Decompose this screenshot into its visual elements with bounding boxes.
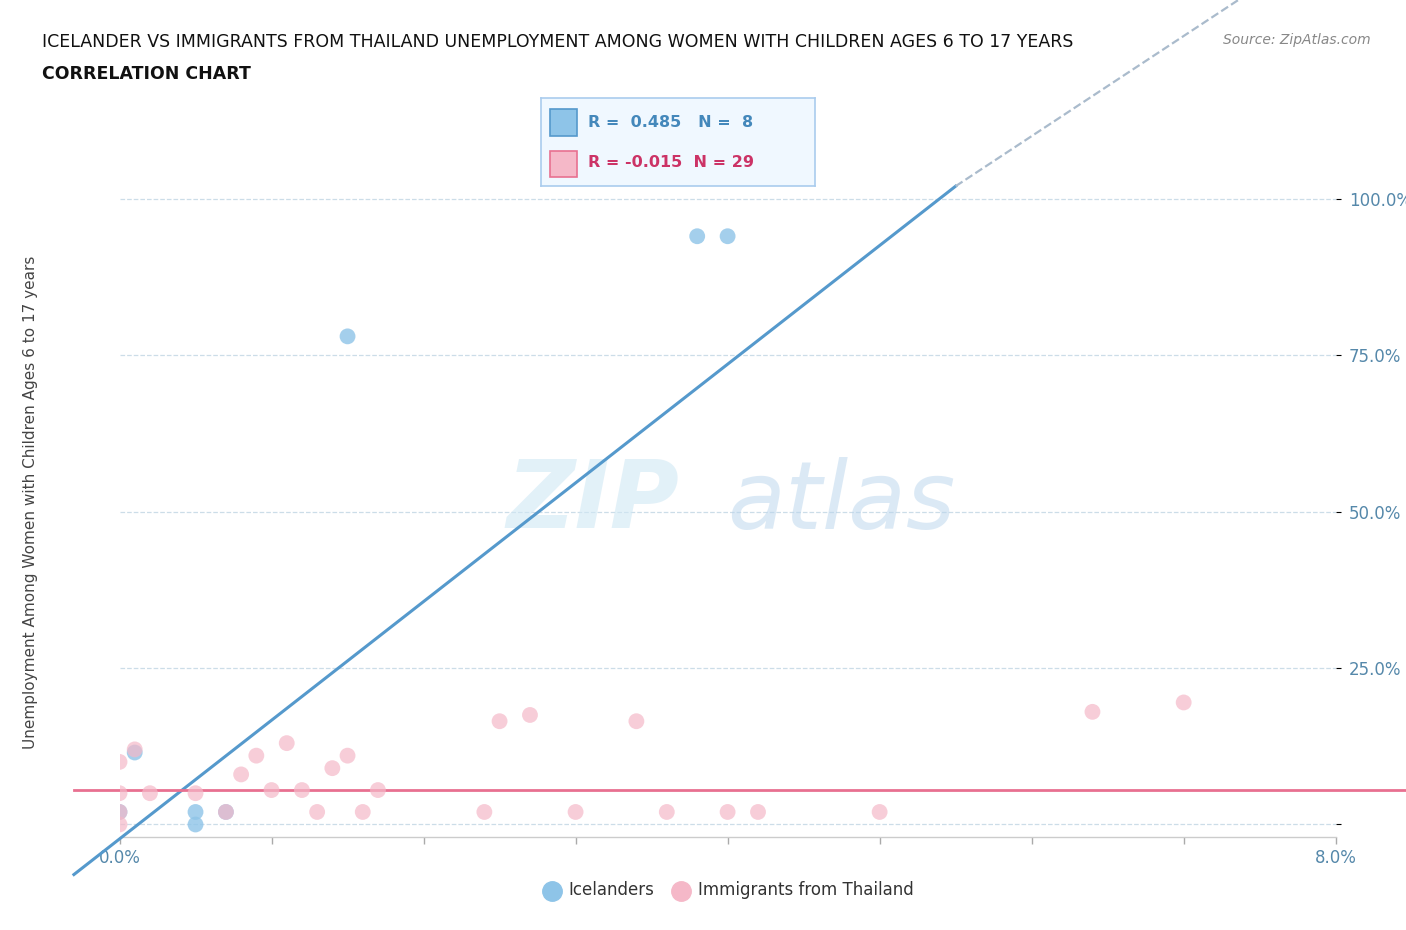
Text: CORRELATION CHART: CORRELATION CHART xyxy=(42,65,252,83)
Legend: Icelanders, Immigrants from Thailand: Icelanders, Immigrants from Thailand xyxy=(536,874,920,906)
Point xyxy=(260,783,283,798)
Text: Unemployment Among Women with Children Ages 6 to 17 years: Unemployment Among Women with Children A… xyxy=(24,256,38,749)
Point xyxy=(367,783,389,798)
Point xyxy=(488,714,510,729)
Point xyxy=(1173,695,1195,710)
Point xyxy=(231,767,253,782)
Point xyxy=(215,804,238,819)
Point xyxy=(291,783,314,798)
Point xyxy=(108,804,131,819)
Point xyxy=(717,804,740,819)
Text: ZIP: ZIP xyxy=(506,457,679,548)
FancyBboxPatch shape xyxy=(550,151,576,177)
Point xyxy=(655,804,678,819)
Point xyxy=(215,804,238,819)
Point xyxy=(626,714,648,729)
Point xyxy=(472,804,496,819)
Point xyxy=(108,754,131,769)
FancyBboxPatch shape xyxy=(550,109,576,136)
Point xyxy=(336,329,359,344)
Point xyxy=(519,708,541,723)
Point xyxy=(307,804,329,819)
Point xyxy=(1081,704,1104,719)
Point xyxy=(124,742,146,757)
Point xyxy=(869,804,891,819)
Point xyxy=(245,749,267,764)
Point xyxy=(108,786,131,801)
Point xyxy=(717,229,740,244)
Point xyxy=(108,817,131,832)
Point xyxy=(184,804,207,819)
Point xyxy=(321,761,343,776)
Point xyxy=(108,804,131,819)
Text: ICELANDER VS IMMIGRANTS FROM THAILAND UNEMPLOYMENT AMONG WOMEN WITH CHILDREN AGE: ICELANDER VS IMMIGRANTS FROM THAILAND UN… xyxy=(42,33,1074,50)
Point xyxy=(139,786,162,801)
Point xyxy=(352,804,374,819)
Text: R = -0.015  N = 29: R = -0.015 N = 29 xyxy=(588,154,754,169)
Point xyxy=(184,817,207,832)
Point xyxy=(124,745,146,760)
Point xyxy=(184,786,207,801)
Point xyxy=(336,749,359,764)
Text: Source: ZipAtlas.com: Source: ZipAtlas.com xyxy=(1223,33,1371,46)
Point xyxy=(686,229,709,244)
Text: R =  0.485   N =  8: R = 0.485 N = 8 xyxy=(588,115,754,130)
Point xyxy=(276,736,298,751)
Point xyxy=(564,804,586,819)
Point xyxy=(747,804,769,819)
Text: atlas: atlas xyxy=(728,457,956,548)
